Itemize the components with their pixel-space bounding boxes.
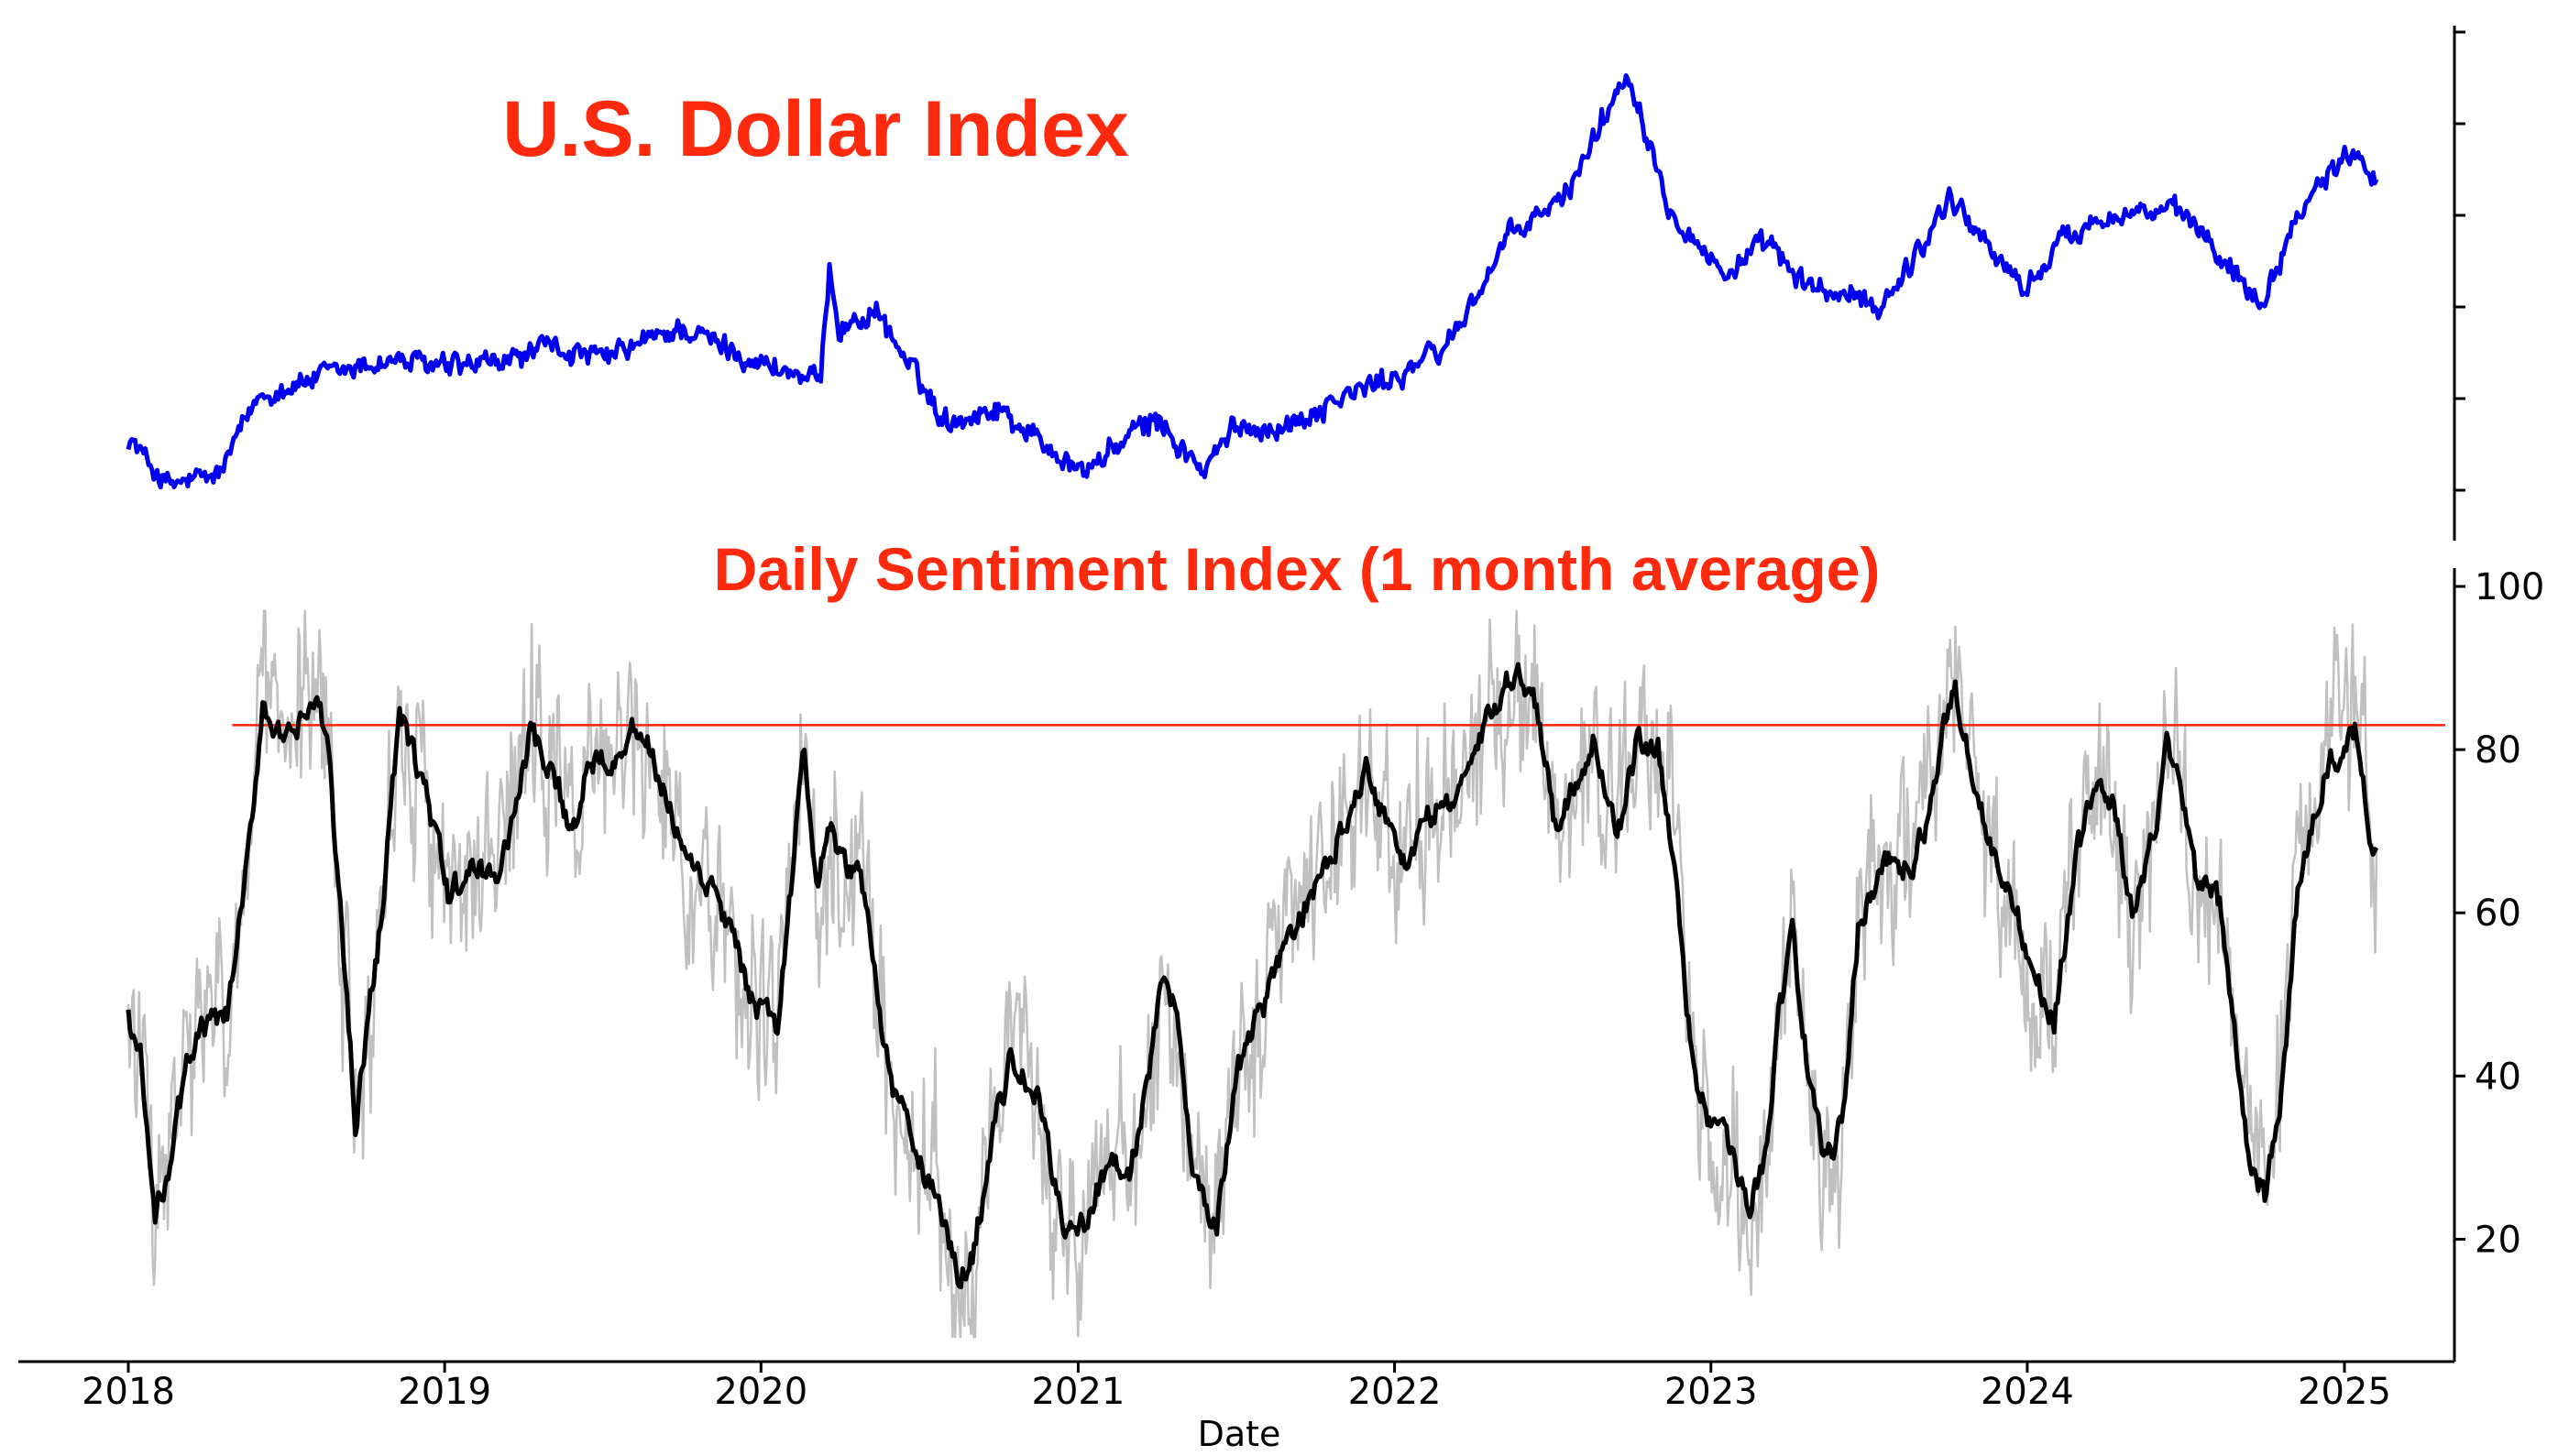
dsi-daily-series-group [126,609,2378,1339]
usd-series-group [126,73,2379,490]
usd-chart-title: U.S. Dollar Index [502,85,1129,173]
usd-series-line [126,73,2379,490]
dsi-daily-line [126,609,2378,1339]
dsi-chart-title: Daily Sentiment Index (1 month average) [714,535,1881,603]
dsi-average-series-group [126,662,2379,1290]
usd-y-ticks [2454,30,2465,492]
dsi-y-tick-label-20: 20 [2475,1219,2521,1261]
x-tick-label-2020: 2020 [714,1371,807,1413]
x-tick-label-2023: 2023 [1664,1371,1758,1413]
dsi-x-ticks: 2018 2019 2020 2021 2022 2023 2024 2025 [82,1362,2391,1413]
x-tick-label-2018: 2018 [82,1371,175,1413]
dsi-y-ticks: 20 40 60 80 100 [2454,566,2544,1261]
x-tick-label-2025: 2025 [2298,1371,2391,1413]
dsi-y-tick-label-40: 40 [2475,1056,2521,1098]
dsi-y-tick-label-80: 80 [2475,729,2521,772]
dsi-y-tick-label-100: 100 [2475,566,2544,608]
x-tick-label-2021: 2021 [1032,1371,1125,1413]
x-tick-label-2019: 2019 [398,1371,491,1413]
x-axis-label: Date [1198,1414,1281,1454]
dsi-average-line [126,662,2379,1290]
dsi-y-tick-label-60: 60 [2475,892,2521,935]
x-tick-label-2024: 2024 [1981,1371,2074,1413]
dsi-panel: Daily Sentiment Index (1 month average) … [18,535,2544,1454]
x-tick-label-2022: 2022 [1348,1371,1442,1413]
usd-panel: U.S. Dollar Index [126,26,2465,541]
